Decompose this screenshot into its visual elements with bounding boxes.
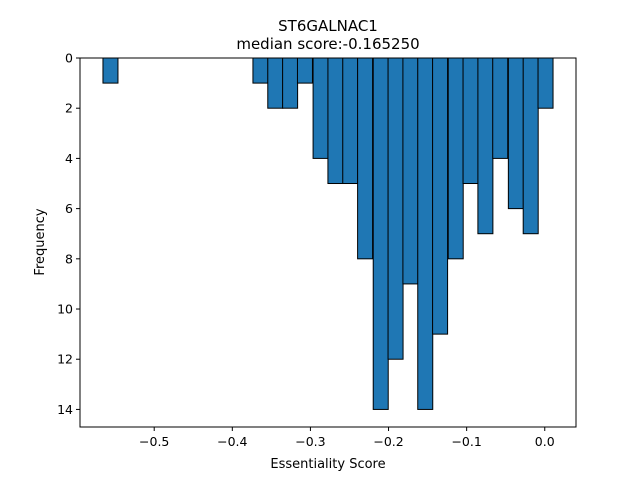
histogram-bar-5 xyxy=(312,57,329,159)
x-tick-label: −0.2 xyxy=(373,434,403,449)
y-axis-ticks: 0 2 4 6 8 10 12 14 xyxy=(57,51,80,417)
x-tick-label: −0.4 xyxy=(217,434,247,449)
histogram-bar-6 xyxy=(327,57,344,185)
histogram-bar-0 xyxy=(102,57,119,84)
y-tick-label: 12 xyxy=(57,352,73,367)
histogram-bar-16 xyxy=(477,57,494,235)
x-axis-label: Essentiality Score xyxy=(270,457,385,472)
x-axis-ticks: −0.5 −0.4 −0.3 −0.2 −0.1 0.0 xyxy=(139,427,555,449)
histogram-bar-20 xyxy=(537,57,554,109)
y-tick-label: 0 xyxy=(65,51,73,66)
histogram-bar-12 xyxy=(417,57,434,410)
histogram-bar-3 xyxy=(282,57,299,109)
y-tick-label: 10 xyxy=(57,302,73,317)
y-tick-label: 2 xyxy=(65,101,73,116)
chart-subtitle: median score:-0.165250 xyxy=(236,35,419,53)
histogram-bar-10 xyxy=(387,57,404,360)
x-tick-label: −0.1 xyxy=(451,434,481,449)
y-tick-label: 6 xyxy=(65,201,73,216)
histogram-bar-1 xyxy=(252,57,269,84)
bars-group xyxy=(102,57,554,410)
y-tick-label: 14 xyxy=(57,402,73,417)
histogram-bar-8 xyxy=(357,57,374,260)
x-tick-label: −0.5 xyxy=(139,434,169,449)
histogram-bar-7 xyxy=(342,57,359,185)
histogram-bar-19 xyxy=(522,57,539,235)
histogram-bar-18 xyxy=(507,57,524,210)
histogram-bar-15 xyxy=(462,57,479,185)
x-tick-label: −0.3 xyxy=(295,434,325,449)
histogram-bar-14 xyxy=(447,57,464,260)
histogram-bar-17 xyxy=(492,57,509,159)
histogram-bar-13 xyxy=(432,57,449,335)
plot-frame xyxy=(79,57,577,428)
histogram-bar-11 xyxy=(402,57,419,285)
histogram-bar-4 xyxy=(296,57,313,84)
y-tick-label: 4 xyxy=(65,151,73,166)
histogram-bar-2 xyxy=(267,57,284,109)
chart-title: ST6GALNAC1 xyxy=(278,17,378,35)
y-axis-label: Frequency xyxy=(33,208,48,275)
x-tick-label: 0.0 xyxy=(535,434,555,449)
y-tick-label: 8 xyxy=(65,251,73,266)
histogram-bar-9 xyxy=(372,57,389,410)
